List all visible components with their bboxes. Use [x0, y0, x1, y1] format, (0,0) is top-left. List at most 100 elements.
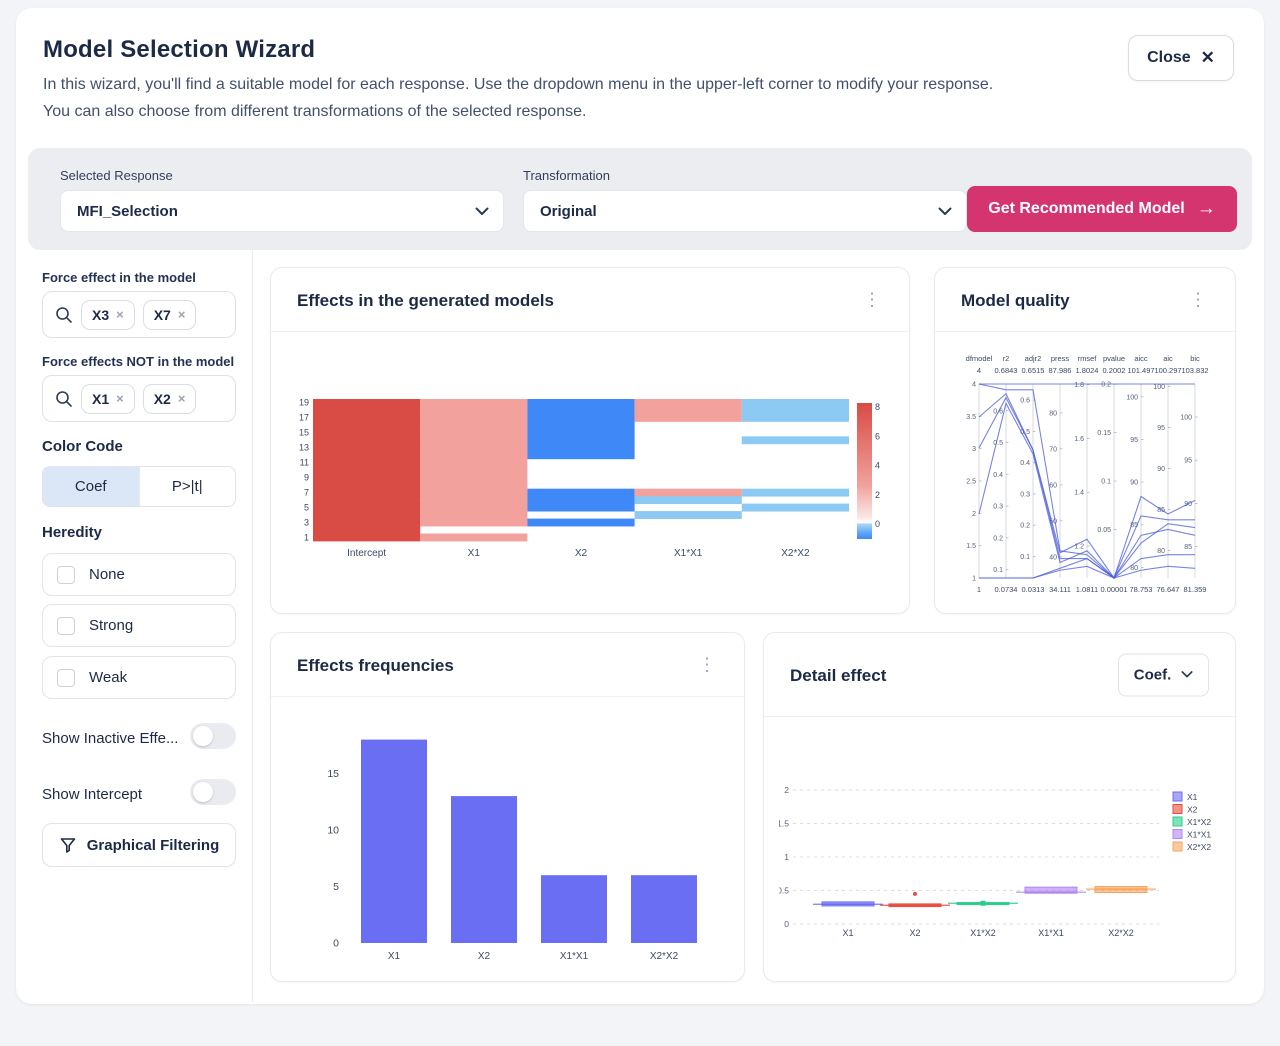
heredity-option-strong[interactable]: Strong — [42, 604, 236, 647]
svg-text:X1*X1: X1*X1 — [674, 548, 703, 559]
transformation-dropdown[interactable]: Original — [523, 190, 967, 232]
svg-text:40: 40 — [1049, 554, 1057, 561]
svg-text:X1: X1 — [388, 951, 401, 962]
svg-text:1: 1 — [977, 585, 981, 594]
svg-text:100: 100 — [1153, 384, 1165, 391]
selected-response-label: Selected Response — [60, 168, 173, 183]
svg-text:0: 0 — [875, 519, 880, 529]
svg-text:95: 95 — [1184, 458, 1192, 465]
show-inactive-effects-toggle[interactable] — [190, 723, 236, 749]
chevron-down-icon — [1181, 671, 1193, 678]
svg-text:95: 95 — [1130, 437, 1138, 444]
svg-text:0.6: 0.6 — [1020, 398, 1030, 405]
heredity-weak-label: Weak — [89, 669, 128, 686]
svg-text:X1: X1 — [468, 548, 481, 559]
svg-text:1.6: 1.6 — [1074, 436, 1084, 443]
svg-text:3: 3 — [972, 446, 976, 453]
svg-text:1: 1 — [304, 532, 309, 542]
svg-text:85: 85 — [1184, 544, 1192, 551]
svg-text:1: 1 — [972, 576, 976, 583]
force-out-label: Force effects NOT in the model — [42, 354, 235, 369]
svg-text:1.2: 1.2 — [1074, 544, 1084, 551]
svg-text:50: 50 — [1049, 518, 1057, 525]
svg-text:2.5: 2.5 — [966, 479, 976, 486]
show-intercept-toggle[interactable] — [190, 779, 236, 805]
svg-text:0.0734: 0.0734 — [995, 585, 1018, 594]
heredity-option-none[interactable]: None — [42, 553, 236, 596]
effects-models-card: Effects in the generated models ⋮ 19 17 15… — [270, 267, 910, 614]
selected-response-dropdown[interactable]: MFI_Selection — [60, 190, 504, 232]
svg-text:aic: aic — [1163, 354, 1173, 363]
force-out-chip-x1[interactable]: X1 × — [81, 383, 135, 414]
response-control-bar: Selected Response MFI_Selection Transfor… — [28, 148, 1252, 250]
force-out-search-input[interactable]: X1 × X2 × — [42, 375, 236, 422]
checkbox-none[interactable] — [57, 565, 75, 584]
arrow-right-icon: → — [1196, 198, 1216, 219]
chip-remove-icon[interactable]: × — [116, 307, 124, 322]
svg-text:X1: X1 — [1187, 792, 1198, 802]
wizard-description-line1: In this wizard, you'll find a suitable m… — [43, 76, 994, 93]
effects-heatmap-chart[interactable]: 19 17 15 13 11 9 7 5 3 1 Intercept X1 X2 X1*X1 X2*X2 8 6… — [297, 393, 893, 561]
svg-text:81.359: 81.359 — [1184, 585, 1207, 594]
svg-text:adjr2: adjr2 — [1025, 354, 1042, 363]
graphical-filtering-label: Graphical Filtering — [86, 836, 220, 854]
transformation-value: Original — [540, 202, 597, 220]
svg-text:4: 4 — [972, 382, 976, 389]
force-in-search-input[interactable]: X3 × X7 × — [42, 291, 236, 338]
svg-text:r2: r2 — [1003, 354, 1010, 363]
kebab-menu-icon[interactable]: ⋮ — [1189, 289, 1207, 309]
wizard-panel: Model Selection Wizard In this wizard, y… — [16, 8, 1264, 1004]
svg-text:X1*X1: X1*X1 — [560, 951, 589, 962]
checkbox-strong[interactable] — [57, 616, 75, 635]
svg-text:0.2: 0.2 — [1020, 523, 1030, 530]
svg-text:1.8: 1.8 — [1074, 382, 1084, 389]
svg-text:0.0313: 0.0313 — [1022, 585, 1045, 594]
svg-text:1.8024: 1.8024 — [1076, 366, 1099, 375]
force-out-chip-x2[interactable]: X2 × — [142, 383, 197, 414]
close-button[interactable]: Close ✕ — [1128, 35, 1234, 81]
svg-text:15: 15 — [299, 428, 309, 438]
svg-text:100: 100 — [1126, 394, 1138, 401]
graphical-filtering-button[interactable]: Graphical Filtering — [42, 823, 236, 867]
svg-text:10: 10 — [327, 825, 339, 837]
svg-text:X2*X2: X2*X2 — [1187, 842, 1211, 852]
filter-funnel-icon — [60, 838, 76, 853]
svg-text:0.6515: 0.6515 — [1022, 366, 1045, 375]
chip-remove-icon[interactable]: × — [116, 391, 124, 406]
svg-text:dfmodel: dfmodel — [966, 354, 993, 363]
get-recommended-model-label: Get Recommended Model — [988, 200, 1185, 217]
svg-text:X1*X2: X1*X2 — [1187, 817, 1211, 827]
model-quality-parallel-chart[interactable]: dfmodel 4 1 4 3.5 3 2.5 2 1.5 1 r2 0.6843 0.0734 0.6 0… — [945, 350, 1231, 606]
svg-text:13: 13 — [299, 443, 309, 453]
kebab-menu-icon[interactable]: ⋮ — [863, 289, 881, 309]
effects-frequencies-bar-chart[interactable]: 0 5 10 15 X1 X2 X1*X1 X2*X2 — [299, 711, 744, 973]
svg-text:0.5: 0.5 — [1020, 429, 1030, 436]
kebab-menu-icon[interactable]: ⋮ — [698, 654, 716, 674]
svg-text:3: 3 — [304, 517, 309, 527]
force-in-chip-x3[interactable]: X3 × — [81, 299, 135, 330]
color-code-option-coef[interactable]: Coef — [43, 467, 139, 506]
svg-text:80: 80 — [1049, 410, 1057, 417]
svg-text:101.497: 101.497 — [1127, 366, 1154, 375]
svg-text:34.111: 34.111 — [1049, 585, 1071, 594]
chip-remove-icon[interactable]: × — [177, 391, 186, 406]
toggle-knob — [193, 726, 213, 746]
get-recommended-model-button[interactable]: Get Recommended Model → — [967, 186, 1237, 232]
svg-text:80: 80 — [1157, 548, 1165, 555]
svg-text:4: 4 — [875, 461, 880, 471]
page-title: Model Selection Wizard — [43, 36, 316, 63]
chip-label: X3 — [92, 306, 110, 323]
chip-remove-icon[interactable]: × — [177, 307, 186, 322]
checkbox-weak[interactable] — [57, 668, 75, 687]
svg-text:X2*X2: X2*X2 — [781, 548, 810, 559]
color-code-option-pt[interactable]: P>|t| — [138, 467, 236, 506]
heredity-option-weak[interactable]: Weak — [42, 656, 236, 699]
effects-frequencies-title: Effects frequencies — [297, 656, 454, 675]
detail-effect-metric-dropdown[interactable]: Coef. — [1118, 653, 1209, 696]
detail-effect-box-chart[interactable]: 0 0.5 1 1.5 2 X1 X2 X1*X2 X1*X1 X2*X2 X1 X2 X1*X2 X1*… — [779, 735, 1235, 969]
force-in-chip-x7[interactable]: X7 × — [142, 299, 197, 330]
svg-text:17: 17 — [299, 413, 309, 423]
svg-text:90: 90 — [1157, 466, 1165, 473]
svg-text:X2*X2: X2*X2 — [1108, 928, 1134, 938]
svg-text:3.5: 3.5 — [966, 414, 976, 421]
